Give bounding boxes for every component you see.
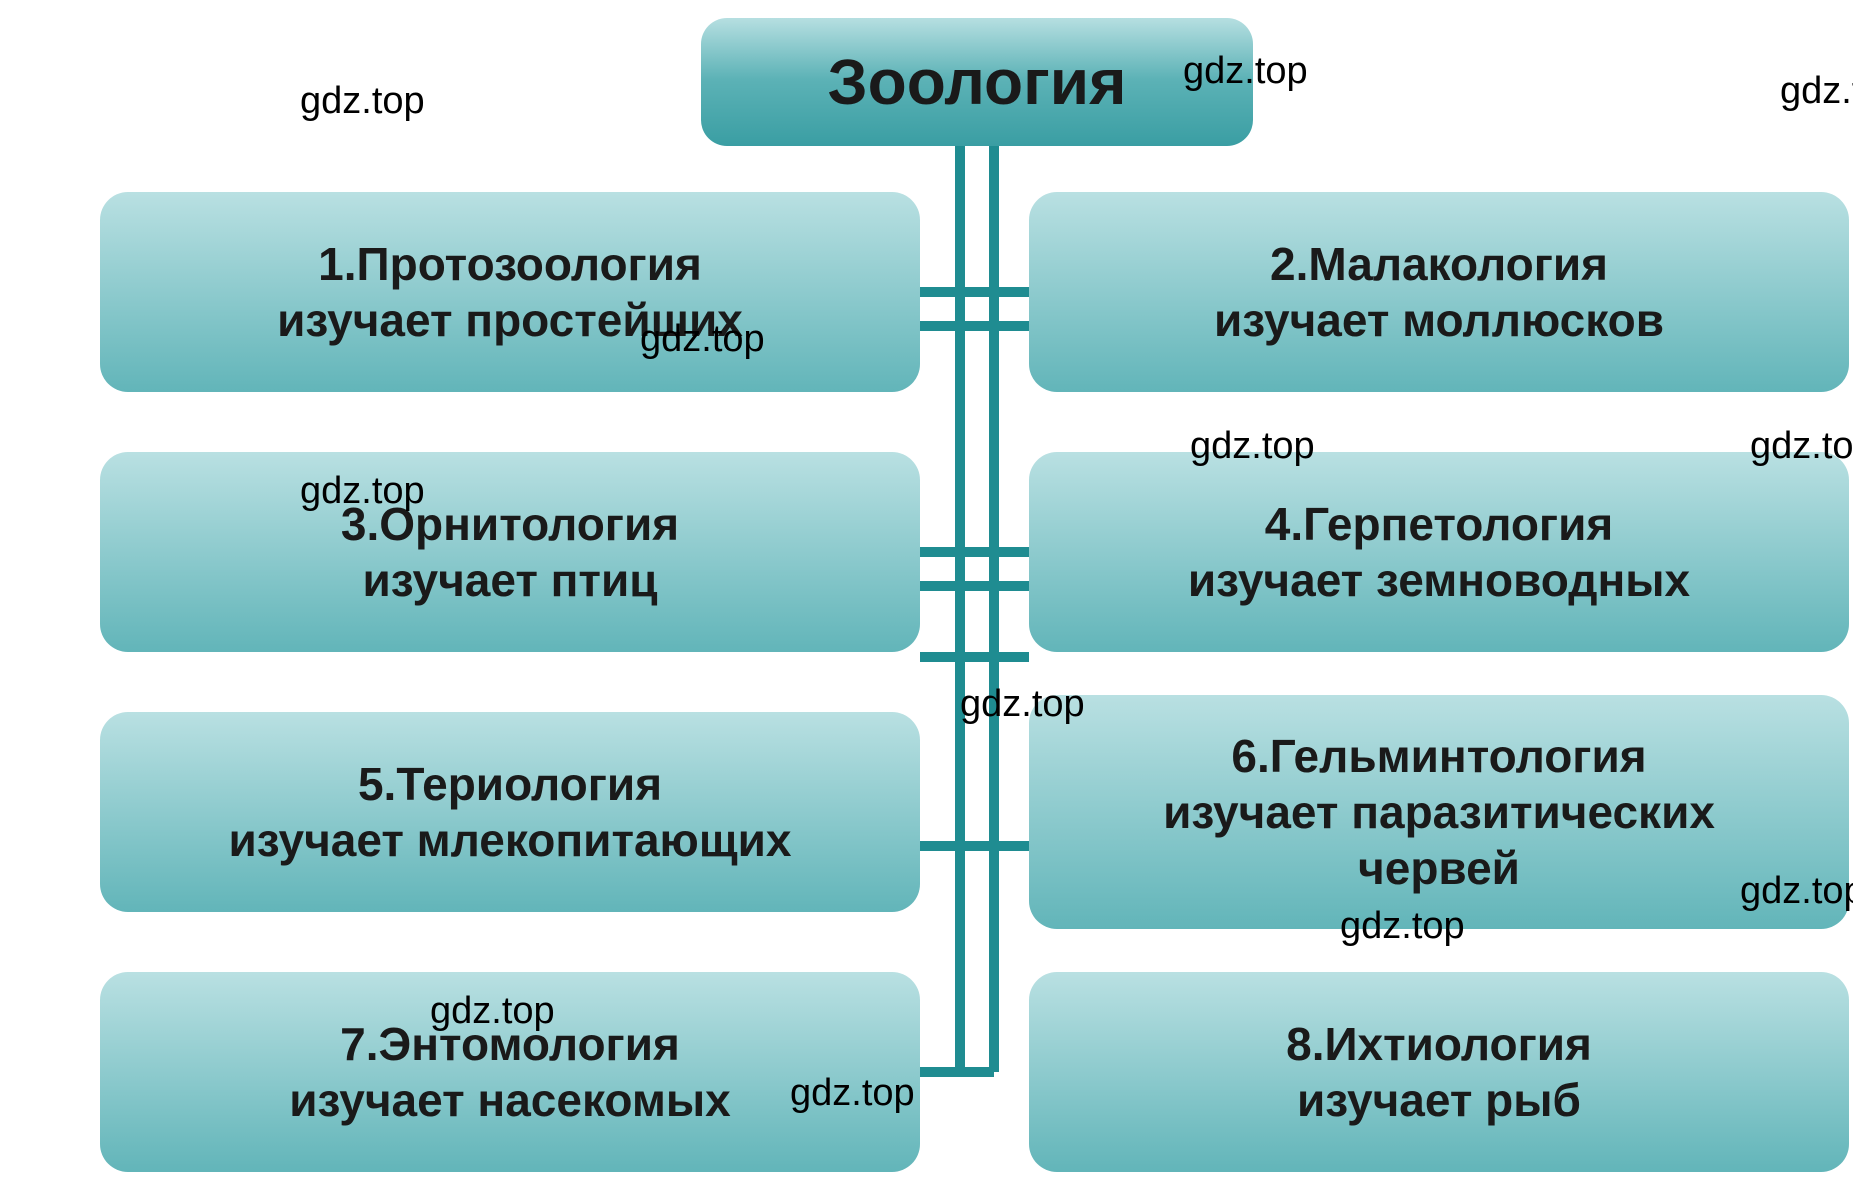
watermark: gdz.top	[1750, 425, 1853, 468]
watermark: gdz.top	[790, 1072, 915, 1115]
child-line2: изучает рыб	[1297, 1072, 1581, 1128]
child-line2: изучает земноводных	[1188, 552, 1690, 608]
child-line1: 4.Герпетология	[1265, 496, 1613, 552]
child-line1: 1.Протозоология	[318, 236, 702, 292]
child-node-4: 4.Герпетологияизучает земноводных	[1029, 452, 1849, 652]
watermark: gdz.top	[430, 990, 555, 1033]
watermark: gdz.top	[300, 80, 425, 123]
child-node-8: 8.Ихтиологияизучает рыб	[1029, 972, 1849, 1172]
child-line2: изучает птиц	[362, 552, 657, 608]
child-node-3: 3.Орнитологияизучает птиц	[100, 452, 920, 652]
root-label: Зоология	[828, 42, 1127, 122]
watermark: gdz.top	[1780, 70, 1853, 113]
watermark: gdz.top	[1740, 870, 1853, 913]
child-node-5: 5.Териологияизучает млекопитающих	[100, 712, 920, 912]
child-line1: 2.Малакология	[1270, 236, 1608, 292]
child-line1: 6.Гельминтология	[1231, 728, 1646, 784]
child-node-2: 2.Малакологияизучает моллюсков	[1029, 192, 1849, 392]
child-node-1: 1.Протозоологияизучает простейших	[100, 192, 920, 392]
watermark: gdz.top	[1190, 425, 1315, 468]
child-line1: 8.Ихтиология	[1286, 1016, 1592, 1072]
child-line1: 5.Териология	[358, 756, 662, 812]
watermark: gdz.top	[960, 683, 1085, 726]
root-node: Зоология	[701, 18, 1253, 146]
child-line2: изучает млекопитающих	[228, 812, 791, 868]
child-line3: червей	[1358, 840, 1520, 896]
child-node-6: 6.Гельминтологияизучает паразитическихче…	[1029, 695, 1849, 929]
child-line2: изучает насекомых	[289, 1072, 731, 1128]
child-line2: изучает паразитических	[1163, 784, 1715, 840]
child-line2: изучает моллюсков	[1214, 292, 1664, 348]
watermark: gdz.top	[300, 470, 425, 513]
watermark: gdz.top	[640, 318, 765, 361]
watermark: gdz.top	[1183, 50, 1308, 93]
watermark: gdz.top	[1340, 905, 1465, 948]
